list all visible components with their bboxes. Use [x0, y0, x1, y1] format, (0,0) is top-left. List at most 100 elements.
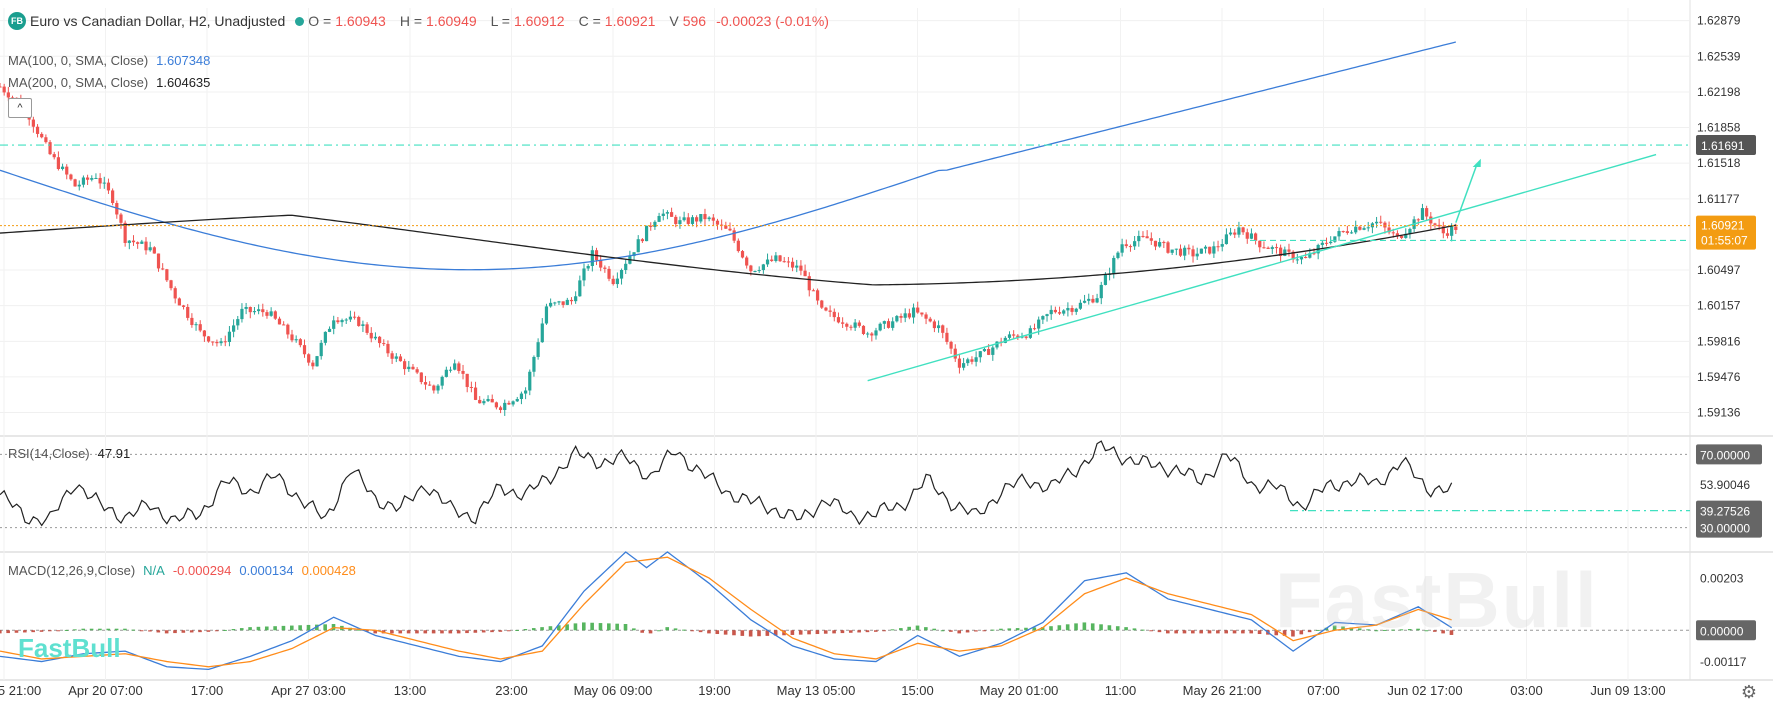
trendline — [867, 153, 1657, 382]
candle-body — [194, 324, 198, 326]
collapse-legend-button[interactable]: ^ — [8, 98, 32, 118]
macd-histogram-bar — [924, 627, 928, 631]
candle-body — [1362, 228, 1366, 230]
candle-body — [1041, 316, 1045, 320]
macd-histogram-bar — [1099, 624, 1103, 631]
macd-histogram-bar — [1282, 630, 1287, 636]
price-tick-label: 1.62198 — [1697, 85, 1741, 99]
candle-body — [799, 265, 803, 271]
candle-body — [1124, 244, 1128, 247]
candle-body — [1216, 246, 1220, 248]
candle-body — [1162, 242, 1166, 244]
candle-body — [40, 133, 44, 138]
macd-histogram-bar — [440, 630, 444, 634]
candle-body — [966, 359, 970, 364]
macd-histogram-bar — [423, 630, 428, 634]
macd-histogram-bar — [164, 630, 169, 634]
macd-histogram-bar — [690, 630, 695, 632]
candle-body — [469, 386, 473, 388]
countdown-label: 01:55:07 — [1701, 234, 1748, 248]
macd-histogram-bar — [231, 629, 236, 631]
candle-body — [31, 119, 35, 127]
ma100-label: MA(100, 0, SMA, Close) — [8, 53, 149, 68]
candle-body — [1178, 248, 1183, 256]
macd-histogram-bar — [715, 630, 720, 635]
candle-body — [728, 228, 732, 231]
candle-body — [1053, 309, 1057, 313]
macd-histogram-bar — [490, 630, 494, 633]
candle-body — [836, 317, 841, 323]
macd-histogram-bar — [39, 630, 44, 632]
high-value: 1.60949 — [426, 13, 477, 29]
candle-body — [1454, 226, 1458, 230]
candle-body — [98, 177, 102, 184]
candle-body — [1262, 247, 1266, 249]
candle-body — [1450, 226, 1454, 236]
macd-histogram-bar — [623, 624, 628, 631]
macd-histogram-bar — [1032, 627, 1037, 631]
macd-histogram-bar — [1082, 622, 1087, 631]
macd-histogram-bar — [1157, 630, 1162, 633]
macd-histogram-bar — [615, 623, 619, 631]
candle-body — [181, 305, 186, 307]
symbol-header: FB Euro vs Canadian Dollar, H2, Unadjust… — [8, 12, 833, 30]
macd-histogram-bar — [1449, 630, 1454, 635]
macd-histogram-bar — [0, 630, 2, 634]
candle-body — [444, 369, 448, 377]
candle-body — [294, 339, 298, 341]
time-tick-label: 15:00 — [901, 683, 934, 698]
candle-body — [165, 269, 169, 281]
macd-histogram-bar — [214, 630, 219, 632]
candle-body — [1324, 242, 1329, 244]
candle-body — [56, 157, 60, 169]
price-tick-label: 1.61858 — [1697, 121, 1741, 135]
candle-body — [73, 179, 77, 187]
macd-histogram-bar — [106, 628, 111, 631]
macd-histogram-bar — [790, 630, 795, 635]
candle-body — [494, 402, 498, 408]
ma100-legend[interactable]: MA(100, 0, SMA, Close) 1.607348 — [8, 53, 214, 68]
macd-tick-label: -0.00117 — [1700, 655, 1747, 669]
candle-body — [1091, 298, 1095, 303]
price-tick-label: 1.62539 — [1697, 49, 1741, 63]
macd-histogram-bar — [181, 630, 186, 633]
candle-body — [661, 213, 665, 216]
candle-body — [1220, 244, 1224, 247]
candle-body — [1078, 302, 1082, 309]
candle-body — [736, 240, 740, 252]
fastbull-watermark: FastBull — [1275, 556, 1599, 644]
gear-icon[interactable]: ⚙ — [1740, 682, 1757, 702]
candle-body — [1233, 232, 1237, 235]
ma200-legend[interactable]: MA(200, 0, SMA, Close) 1.604635 — [8, 75, 214, 90]
time-tick-label: 13:00 — [394, 683, 427, 698]
rsi-legend[interactable]: RSI(14,Close) 47.91 — [8, 446, 134, 461]
candle-body — [874, 330, 878, 336]
candle-body — [715, 220, 720, 225]
candle-body — [144, 241, 148, 251]
candle-body — [1441, 226, 1445, 234]
candle-body — [816, 290, 820, 301]
macd-histogram-bar — [1174, 630, 1178, 634]
candle-body — [544, 306, 549, 324]
candle-body — [1049, 309, 1053, 315]
candle-body — [807, 276, 811, 291]
candle-body — [686, 217, 690, 224]
candle-body — [857, 322, 861, 326]
candle-body — [1112, 257, 1116, 274]
rsi-tick-label: 30.00000 — [1700, 522, 1750, 536]
macd-histogram-bar — [515, 629, 519, 631]
candle-body — [1337, 231, 1341, 237]
candle-body — [549, 302, 553, 307]
low-value: 1.60912 — [513, 13, 565, 29]
candle-body — [277, 318, 282, 325]
candle-body — [832, 311, 836, 318]
candle-body — [352, 316, 357, 318]
macd-histogram-bar — [398, 630, 403, 634]
candle-body — [1120, 244, 1124, 253]
macd-legend[interactable]: MACD(12,26,9,Close) N/A -0.000294 0.0001… — [8, 563, 360, 578]
macd-histogram-bar — [1115, 626, 1120, 631]
rsi-tick-label: 39.27526 — [1700, 505, 1750, 519]
candle-body — [574, 296, 578, 302]
rsi-line — [0, 440, 1453, 527]
